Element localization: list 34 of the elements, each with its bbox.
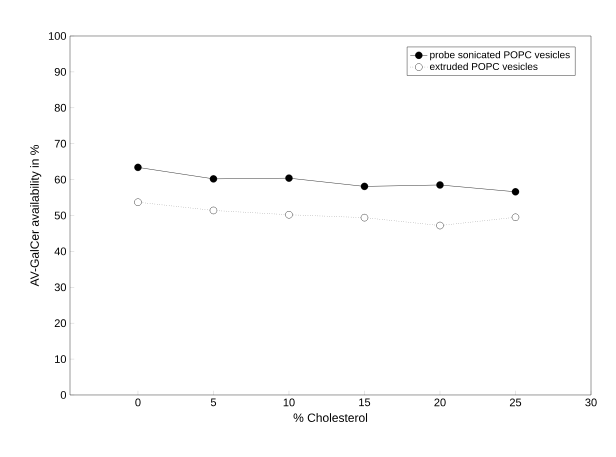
y-tick-label: 60 <box>54 176 66 184</box>
point <box>360 182 368 190</box>
legend-label: probe sonicated POPC vesicles <box>430 50 570 60</box>
point <box>512 214 520 221</box>
point <box>285 211 293 218</box>
x-tick-label: 25 <box>510 398 522 406</box>
y-tick-label: 30 <box>54 283 66 292</box>
y-tick-label: 10 <box>55 355 66 363</box>
point <box>210 175 218 183</box>
point <box>210 206 218 214</box>
y-tick-label: 80 <box>54 104 66 112</box>
x-tick-label: 0 <box>135 398 141 406</box>
point <box>134 198 142 206</box>
y-tick-label: 70 <box>54 140 66 148</box>
y-tick-label: 50 <box>54 212 66 220</box>
y-tick-label: 0 <box>60 391 66 399</box>
y-axis-title: AV-GalCer availability in % <box>30 145 42 286</box>
x-tick-label: 15 <box>359 398 370 406</box>
y-tick-label: 90 <box>54 68 66 76</box>
y-tick-label: 40 <box>54 248 66 256</box>
x-tick-label: 10 <box>284 398 295 406</box>
y-tick-label: 100 <box>48 32 66 40</box>
point <box>285 174 293 182</box>
y-tick-label: 20 <box>54 319 66 328</box>
point <box>512 188 520 196</box>
x-tick-label: 5 <box>210 398 216 406</box>
point <box>360 214 368 222</box>
x-axis-title: % Cholesterol <box>294 413 368 422</box>
legend-label: extruded POPC vesicles <box>430 62 538 70</box>
x-tick-label: 20 <box>434 398 446 406</box>
point <box>436 222 444 230</box>
point <box>134 164 142 172</box>
x-tick-label: 30 <box>585 398 597 406</box>
point <box>436 181 444 189</box>
